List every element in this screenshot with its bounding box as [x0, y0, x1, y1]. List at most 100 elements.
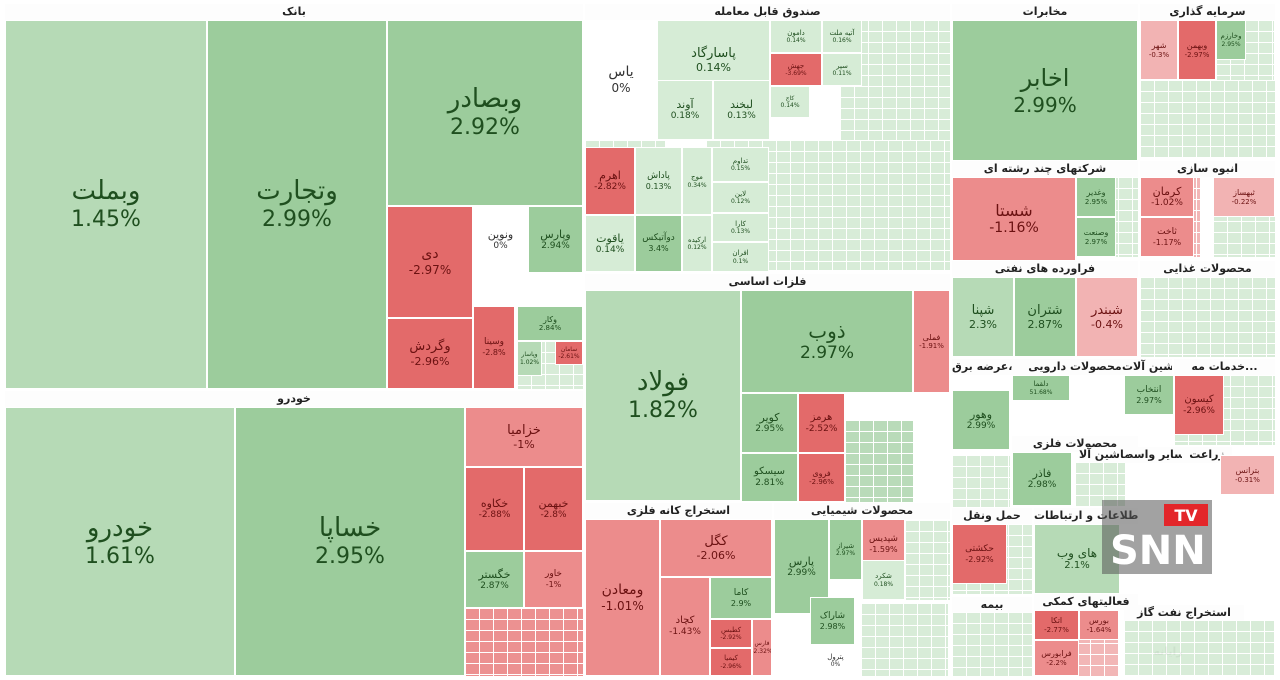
tile[interactable]: دلقما 51.68% [1012, 375, 1070, 401]
tile[interactable]: حکشتی -2.92% [952, 524, 1007, 584]
tile-symbol: سپر [836, 61, 848, 70]
tile[interactable]: سیسکو 2.81% [741, 453, 798, 502]
tile[interactable]: اخابر 2.99% [952, 20, 1138, 161]
tile[interactable]: کاج 0.14% [770, 86, 810, 118]
tile[interactable]: خزامیا -1% [465, 407, 583, 467]
tile[interactable]: آتیه ملت 0.16% [822, 20, 862, 53]
tile[interactable]: دی -2.97% [387, 206, 473, 318]
tile[interactable]: کطبس -2.92% [710, 619, 752, 648]
tile[interactable]: وپاسار 1.02% [517, 341, 542, 376]
tile[interactable]: یاس 0% [585, 20, 657, 140]
tile[interactable]: وپارس 2.94% [528, 206, 583, 273]
tile-value: 2.92% [450, 115, 520, 141]
tile-value: 2.97% [835, 550, 856, 558]
tile[interactable]: وهور 2.99% [952, 390, 1010, 450]
tile[interactable]: فولاد 1.82% [585, 290, 741, 501]
tile[interactable]: هرمز -2.52% [798, 393, 845, 453]
tile[interactable]: بورس -1.64% [1079, 610, 1119, 640]
tile[interactable]: ونوین 0% [473, 206, 528, 273]
tile[interactable]: کرمان -1.02% [1140, 177, 1194, 217]
tile[interactable]: سامان -2.61% [555, 341, 583, 365]
tile-symbol: شستا [995, 201, 1033, 220]
tile[interactable]: ثبهساز -0.22% [1213, 177, 1275, 217]
tile[interactable]: شتران 2.87% [1014, 277, 1076, 357]
tile[interactable]: موج 0.34% [682, 147, 712, 215]
tile-value: 2.1% [1064, 560, 1090, 572]
tile[interactable]: پترول 0% [810, 645, 861, 676]
tile[interactable]: فملی -1.91% [913, 290, 950, 393]
tile[interactable]: جهش -3.69% [770, 53, 822, 86]
tile-value: -1% [545, 580, 562, 590]
tile[interactable]: وسینا -2.8% [473, 306, 515, 389]
tile[interactable]: وغدیر 2.95% [1076, 177, 1116, 217]
tile[interactable]: وکار 2.84% [517, 306, 583, 341]
tile[interactable]: وصنعت 2.97% [1076, 217, 1116, 257]
tile-value: 0.1% [732, 257, 749, 265]
sector-title: محصولات غذایی [1140, 261, 1275, 277]
tile[interactable]: کیسون -2.96% [1174, 375, 1224, 435]
tile[interactable]: پاداش 0.13% [635, 147, 682, 215]
tile[interactable]: وبصادر 2.92% [387, 20, 583, 206]
sector-title: مخابرات [952, 4, 1138, 20]
tile[interactable]: تداوم 0.15% [712, 147, 769, 182]
tile[interactable]: خاور -1% [524, 551, 583, 608]
sector-title: صندوق قابل معامله [585, 4, 950, 20]
tile-symbol: کچاد [675, 615, 695, 627]
tile[interactable]: کیمیا -2.96% [710, 648, 752, 676]
tile[interactable]: فارس -2.32% [752, 619, 772, 676]
tile[interactable]: فروی -2.96% [798, 453, 845, 502]
tile[interactable]: انتخاب 2.97% [1124, 375, 1174, 415]
tile[interactable]: یاقوت 0.14% [585, 215, 635, 272]
tile[interactable]: فاذر 2.98% [1012, 452, 1072, 506]
tile[interactable]: وگردش -2.96% [387, 318, 473, 389]
tile[interactable]: لبخند 0.13% [713, 80, 770, 140]
tile[interactable]: ارکیده 0.12% [682, 215, 712, 272]
tile[interactable]: ومعادن -1.01% [585, 519, 660, 676]
tile-value: -1.16% [989, 220, 1039, 237]
tile[interactable]: خگستر 2.87% [465, 551, 524, 608]
tile[interactable]: آوند 0.18% [657, 80, 713, 140]
tile[interactable]: ذوب 2.97% [741, 290, 913, 393]
tile-symbol: وسینا [483, 337, 505, 348]
sector-title: استخراج نفت گاز [1124, 605, 1244, 621]
tile[interactable]: شهر -0.3% [1140, 20, 1178, 80]
tile[interactable]: بترانس -0.31% [1220, 455, 1275, 495]
tile[interactable]: خودرو 1.61% [5, 407, 235, 676]
tile[interactable]: ثاخت -1.17% [1140, 217, 1194, 257]
tile[interactable]: پارس 2.99% [774, 519, 829, 614]
tile[interactable]: شکرد 0.18% [862, 560, 905, 600]
tile[interactable]: وبملت 1.45% [5, 20, 207, 389]
tile[interactable]: کویر 2.95% [741, 393, 798, 453]
tile[interactable]: وتجارت 2.99% [207, 20, 387, 389]
tile[interactable]: دوآتیکس 3.4% [635, 215, 682, 272]
tile-value: 0.16% [832, 37, 852, 45]
tile[interactable]: کارا 0.13% [712, 213, 769, 242]
tile-value: -2.2% [1046, 658, 1067, 667]
tile-value: -2.96% [720, 662, 742, 670]
tile[interactable]: خبهمن -2.8% [524, 467, 583, 551]
tile[interactable]: شپنا 2.3% [952, 277, 1014, 357]
tile[interactable]: لاین 0.12% [712, 182, 769, 213]
tile[interactable]: شاراک 2.98% [810, 597, 855, 645]
tile[interactable]: اتکا -2.77% [1034, 610, 1079, 640]
tile[interactable]: وخارزم 2.95% [1216, 20, 1246, 60]
tile-value: 2.84% [538, 324, 562, 333]
tile[interactable]: خساپا 2.95% [235, 407, 465, 676]
tile[interactable]: شیراز 2.97% [829, 519, 862, 580]
tile[interactable]: شبندر -0.4% [1076, 277, 1138, 357]
tile[interactable]: کچاد -1.43% [660, 577, 710, 676]
tile-symbol: خبهمن [538, 497, 569, 510]
tile[interactable]: افران 0.1% [712, 242, 769, 272]
tile[interactable]: وبهمن -2.97% [1178, 20, 1216, 80]
tile[interactable]: سپر 0.11% [822, 53, 862, 86]
svg-text:TV: TV [1174, 506, 1198, 525]
tile[interactable]: اهرم -2.82% [585, 147, 635, 215]
tile[interactable]: کگل -2.06% [660, 519, 772, 577]
tile-value: 0% [611, 81, 631, 96]
tile-symbol: یاقوت [596, 231, 624, 245]
tile[interactable]: فرابورس -2.2% [1034, 640, 1079, 676]
tile[interactable]: شستا -1.16% [952, 177, 1076, 261]
tile[interactable]: خکاوه -2.88% [465, 467, 524, 551]
tile[interactable]: کاما 2.9% [710, 577, 772, 619]
tile[interactable]: دامون 0.14% [770, 20, 822, 53]
